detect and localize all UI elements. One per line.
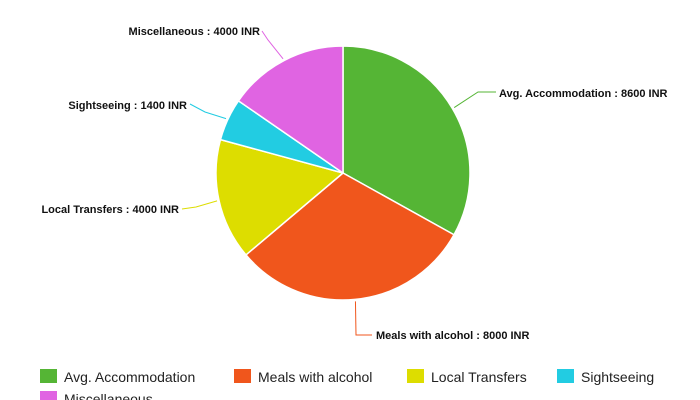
legend-label-avg-accommodation: Avg. Accommodation xyxy=(64,369,195,385)
pie-slice-avg-accommodation[interactable] xyxy=(342,45,471,236)
legend-swatch-local-transfers xyxy=(407,369,424,383)
slice-label-local-transfers: Local Transfers : 4000 INR xyxy=(41,204,179,216)
legend-item-miscellaneous[interactable]: Miscellaneous xyxy=(40,391,153,400)
connector-meals-with-alcohol xyxy=(354,301,372,336)
legend-label-meals-with-alcohol: Meals with alcohol xyxy=(258,369,372,385)
connector-avg-accommodation xyxy=(453,91,496,109)
legend-label-miscellaneous: Miscellaneous xyxy=(64,391,153,400)
pie-slice-meals-with-alcohol[interactable] xyxy=(245,172,455,301)
legend-label-sightseeing: Sightseeing xyxy=(581,369,654,385)
slice-labels: Avg. Accommodation : 8600 INR Meals with … xyxy=(41,26,667,342)
pie-slices xyxy=(215,45,471,301)
legend-label-local-transfers: Local Transfers xyxy=(431,369,527,385)
legend-swatch-sightseeing xyxy=(557,369,574,383)
legend-swatch-miscellaneous xyxy=(40,391,57,400)
legend-swatch-meals-with-alcohol xyxy=(234,369,251,383)
slice-label-miscellaneous: Miscellaneous : 4000 INR xyxy=(129,26,260,38)
legend-item-meals-with-alcohol[interactable]: Meals with alcohol xyxy=(234,369,372,385)
connector-miscellaneous xyxy=(261,30,284,60)
slice-label-meals-with-alcohol: Meals with alcohol : 8000 INR xyxy=(376,330,529,342)
label-connectors xyxy=(181,30,496,336)
pie-slice-miscellaneous[interactable] xyxy=(237,45,344,174)
slice-label-sightseeing: Sightseeing : 1400 INR xyxy=(68,100,187,112)
pie-slice-local-transfers[interactable] xyxy=(215,138,344,256)
legend-item-local-transfers[interactable]: Local Transfers xyxy=(407,369,527,385)
connector-local-transfers xyxy=(181,200,218,210)
connector-sightseeing xyxy=(189,103,227,120)
legend-item-sightseeing[interactable]: Sightseeing xyxy=(557,369,654,385)
legend: Avg. Accommodation Meals with alcohol Loca… xyxy=(40,369,654,400)
legend-swatch-avg-accommodation xyxy=(40,369,57,383)
legend-item-avg-accommodation[interactable]: Avg. Accommodation xyxy=(40,369,195,385)
slice-label-avg-accommodation: Avg. Accommodation : 8600 INR xyxy=(499,88,668,100)
